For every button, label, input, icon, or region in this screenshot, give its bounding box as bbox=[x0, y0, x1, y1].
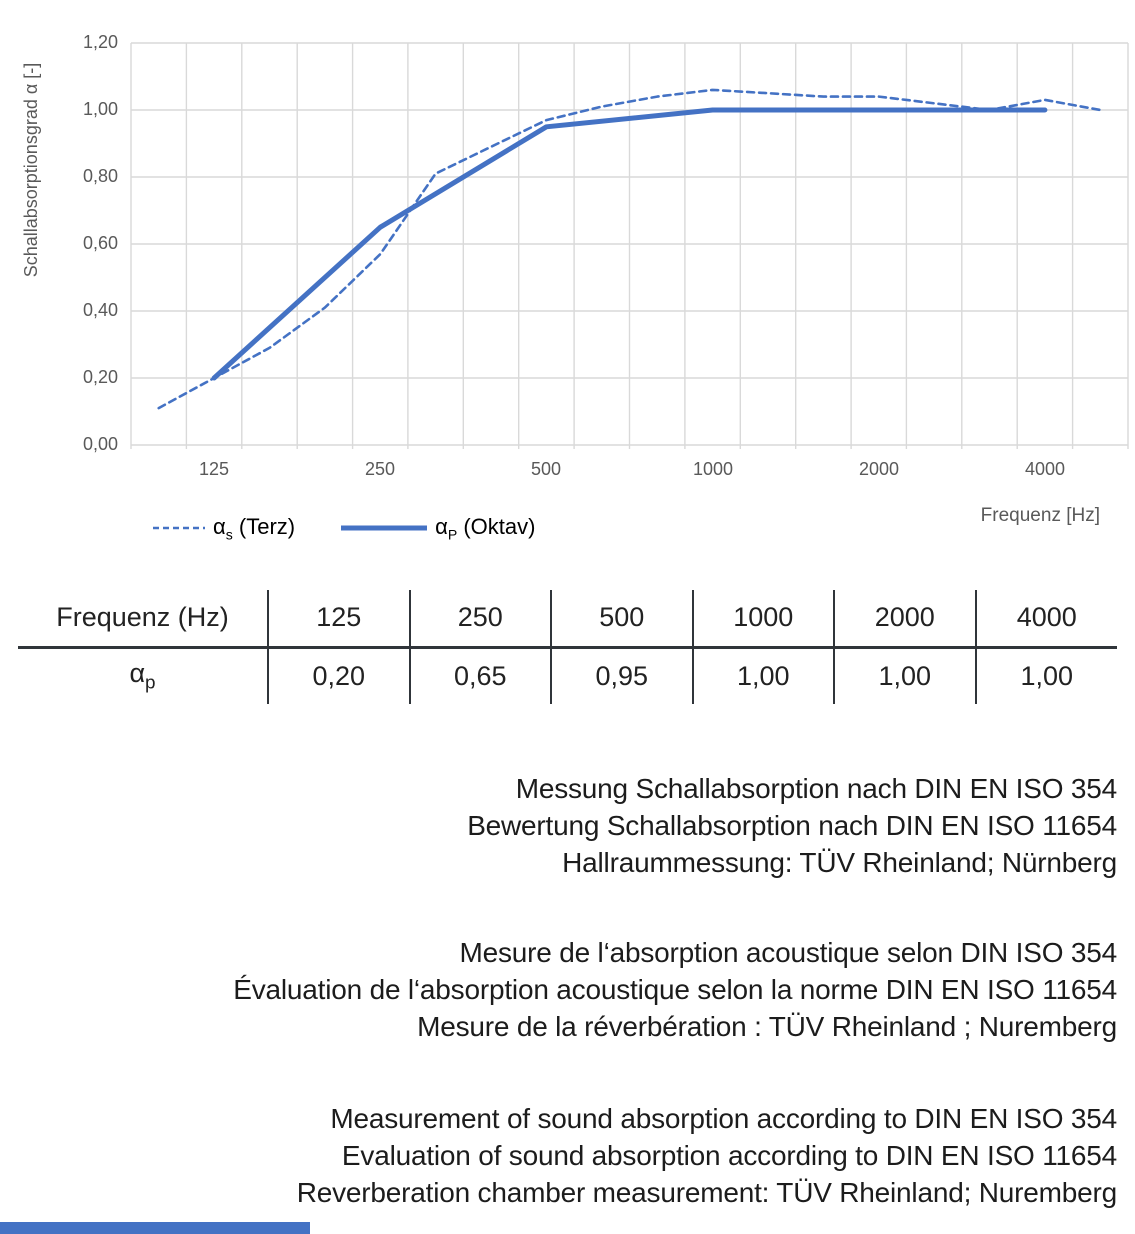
table-value-cell: 1,00 bbox=[974, 647, 1117, 704]
table-header-125: 125 bbox=[267, 590, 410, 649]
footer-accent-bar bbox=[0, 1222, 310, 1234]
note-en-line-3: Reverberation chamber measurement: TÜV R… bbox=[296, 1177, 1118, 1208]
table-header-frequency: Frequenz (Hz) bbox=[18, 590, 268, 649]
legend-item-alpha-s: αs (Terz) bbox=[153, 514, 295, 542]
legend-label-alpha-s: αs (Terz) bbox=[213, 514, 296, 543]
chart-legend: αs (Terz) αP (Oktav) bbox=[153, 514, 535, 542]
note-french: Mesure de l‘absorption acoustique selon … bbox=[20, 934, 1117, 1045]
y-axis-title: Schallabsorptionsgrad α [-] bbox=[21, 62, 41, 278]
note-en-line-2: Evaluation of sound absorption according… bbox=[341, 1140, 1117, 1171]
table-header-500: 500 bbox=[550, 590, 693, 649]
table-header-2000: 2000 bbox=[833, 590, 976, 649]
y-tick-label: 1,20 bbox=[82, 32, 118, 52]
x-tick-label: 500 bbox=[530, 459, 562, 479]
y-tick-label: 0,60 bbox=[82, 233, 118, 253]
solid-line-swatch bbox=[341, 525, 428, 531]
y-tick-label: 0,80 bbox=[82, 166, 118, 186]
note-de-line-2: Bewertung Schallabsorption nach DIN EN I… bbox=[467, 810, 1117, 841]
x-axis-title: Frequenz [Hz] bbox=[980, 505, 1100, 526]
table-header-1000: 1000 bbox=[691, 590, 834, 649]
legend-item-alpha-p: αP (Oktav) bbox=[341, 514, 535, 542]
note-de-line-3: Hallraummessung: TÜV Rheinland; Nürnberg bbox=[562, 847, 1117, 878]
x-tick-label: 4000 bbox=[1024, 459, 1066, 479]
table-value-row: αp 0,20 0,65 0,95 1,00 1,00 1,00 bbox=[18, 647, 1117, 704]
series-line-alpha-p bbox=[211, 107, 1048, 381]
table-header-row: Frequenz (Hz) 125 250 500 1000 2000 4000 bbox=[18, 590, 1117, 649]
table-value-cell: 0,95 bbox=[550, 647, 693, 704]
table-value-cell: 1,00 bbox=[833, 647, 976, 704]
note-fr-line-2: Évaluation de l‘absorption acoustique se… bbox=[233, 974, 1117, 1005]
table-row-label-alpha-p: αp bbox=[129, 658, 156, 694]
table-value-cell: 1,00 bbox=[691, 647, 834, 704]
dashed-line-swatch bbox=[153, 526, 205, 530]
x-tick-label: 2000 bbox=[858, 459, 900, 479]
table-value-cell: 0,20 bbox=[267, 647, 410, 704]
note-fr-line-1: Mesure de l‘absorption acoustique selon … bbox=[459, 937, 1117, 968]
note-english: Measurement of sound absorption accordin… bbox=[20, 1100, 1118, 1211]
y-tick-label: 0,40 bbox=[82, 300, 118, 320]
note-fr-line-3: Mesure de la réverbération : TÜV Rheinla… bbox=[417, 1011, 1117, 1042]
alpha-p-table: Frequenz (Hz) 125 250 500 1000 2000 4000 αp 0,2… bbox=[18, 590, 1117, 704]
y-tick-label: 1,00 bbox=[82, 99, 118, 119]
note-de-line-1: Messung Schallabsorption nach DIN EN ISO… bbox=[515, 773, 1117, 804]
absorption-chart bbox=[130, 42, 1129, 449]
series-line-alpha-s bbox=[157, 88, 1102, 410]
x-tick-label: 125 bbox=[198, 459, 230, 479]
y-tick-label: 0,00 bbox=[82, 434, 118, 454]
legend-label-alpha-p: αP (Oktav) bbox=[435, 514, 536, 543]
note-en-line-1: Measurement of sound absorption accordin… bbox=[330, 1103, 1117, 1134]
y-tick-label: 0,20 bbox=[82, 367, 118, 387]
table-header-4000: 4000 bbox=[974, 590, 1117, 649]
x-tick-label: 250 bbox=[364, 459, 396, 479]
table-value-cell: 0,65 bbox=[408, 647, 551, 704]
x-tick-label: 1000 bbox=[692, 459, 734, 479]
table-header-250: 250 bbox=[408, 590, 551, 649]
note-german: Messung Schallabsorption nach DIN EN ISO… bbox=[20, 770, 1117, 881]
